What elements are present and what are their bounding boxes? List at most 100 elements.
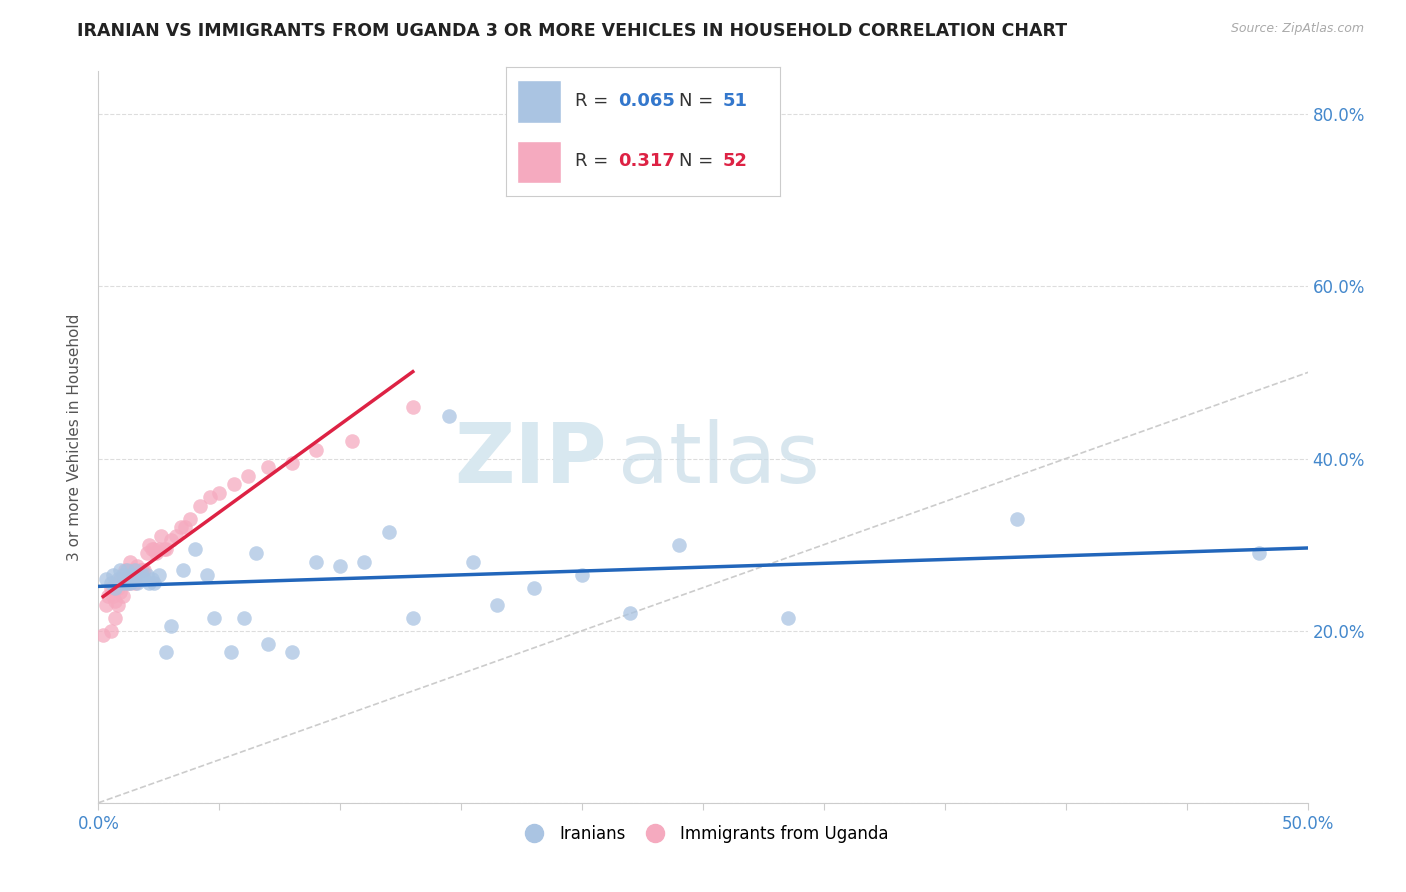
Point xyxy=(97,589,120,603)
Point xyxy=(128,572,150,586)
Point xyxy=(141,572,163,586)
Point xyxy=(104,581,127,595)
Point xyxy=(118,572,141,586)
Point xyxy=(377,524,399,539)
Point xyxy=(131,567,153,582)
Text: R =: R = xyxy=(575,153,620,170)
Point xyxy=(169,520,191,534)
Point xyxy=(114,564,136,578)
Point xyxy=(174,520,197,534)
Point xyxy=(221,645,243,659)
Point xyxy=(256,460,278,475)
Point xyxy=(152,541,174,556)
Point xyxy=(148,541,170,556)
Text: 52: 52 xyxy=(723,153,748,170)
Point xyxy=(135,546,157,560)
Point xyxy=(463,555,485,569)
Point xyxy=(145,546,167,560)
Point xyxy=(232,611,254,625)
Point xyxy=(124,576,146,591)
Point xyxy=(523,581,546,595)
Point xyxy=(100,576,122,591)
Point xyxy=(135,567,157,582)
Point xyxy=(160,533,183,548)
Point xyxy=(101,589,124,603)
Point xyxy=(245,546,267,560)
Point xyxy=(329,559,352,574)
Point xyxy=(281,456,304,470)
Point xyxy=(104,593,127,607)
Point xyxy=(179,512,201,526)
Point xyxy=(114,576,136,591)
Text: 51: 51 xyxy=(723,92,748,110)
Text: N =: N = xyxy=(679,153,718,170)
Point xyxy=(121,564,143,578)
Point xyxy=(111,576,134,591)
Point xyxy=(108,572,131,586)
Text: 0.065: 0.065 xyxy=(619,92,675,110)
Point xyxy=(208,486,231,500)
Point xyxy=(108,585,131,599)
Point xyxy=(138,576,160,591)
Point xyxy=(101,567,124,582)
Point xyxy=(94,572,117,586)
Point xyxy=(305,555,328,569)
Point xyxy=(94,598,117,612)
Point xyxy=(256,637,278,651)
Point xyxy=(100,624,122,638)
Point xyxy=(121,572,143,586)
Point xyxy=(134,572,156,586)
Point xyxy=(184,541,207,556)
Y-axis label: 3 or more Vehicles in Household: 3 or more Vehicles in Household xyxy=(67,313,83,561)
Point xyxy=(127,576,149,591)
Point xyxy=(165,529,187,543)
Point xyxy=(281,645,304,659)
Point xyxy=(107,581,129,595)
Point xyxy=(131,564,153,578)
Point xyxy=(486,598,509,612)
Point xyxy=(172,564,194,578)
Point xyxy=(353,555,375,569)
Text: ZIP: ZIP xyxy=(454,418,606,500)
Point xyxy=(124,564,146,578)
Point xyxy=(150,529,173,543)
Point xyxy=(117,564,139,578)
Point xyxy=(104,611,127,625)
Point xyxy=(118,576,141,591)
Point xyxy=(121,567,143,582)
Text: Source: ZipAtlas.com: Source: ZipAtlas.com xyxy=(1230,22,1364,36)
Point xyxy=(117,567,139,582)
Point xyxy=(117,576,139,591)
Point xyxy=(1249,546,1271,560)
Point xyxy=(124,572,146,586)
Point xyxy=(222,477,245,491)
Point xyxy=(114,572,136,586)
Point xyxy=(668,538,690,552)
Point xyxy=(776,611,799,625)
Point xyxy=(198,491,221,505)
Point xyxy=(100,581,122,595)
Text: atlas: atlas xyxy=(619,418,820,500)
Point xyxy=(437,409,460,423)
Point xyxy=(305,442,328,457)
Point xyxy=(128,564,150,578)
Point xyxy=(118,555,141,569)
Point xyxy=(571,567,593,582)
FancyBboxPatch shape xyxy=(517,141,561,184)
Point xyxy=(143,541,166,556)
Point xyxy=(238,468,260,483)
Text: R =: R = xyxy=(575,92,613,110)
FancyBboxPatch shape xyxy=(517,79,561,122)
Point xyxy=(342,434,364,449)
Point xyxy=(111,576,134,591)
Text: IRANIAN VS IMMIGRANTS FROM UGANDA 3 OR MORE VEHICLES IN HOUSEHOLD CORRELATION CH: IRANIAN VS IMMIGRANTS FROM UGANDA 3 OR M… xyxy=(77,22,1067,40)
Point xyxy=(155,541,177,556)
Point xyxy=(127,559,149,574)
Point xyxy=(138,538,160,552)
Point xyxy=(160,619,183,633)
Point xyxy=(124,572,146,586)
Point xyxy=(402,611,425,625)
Point xyxy=(155,645,177,659)
Point xyxy=(141,541,163,556)
Point xyxy=(619,607,641,621)
